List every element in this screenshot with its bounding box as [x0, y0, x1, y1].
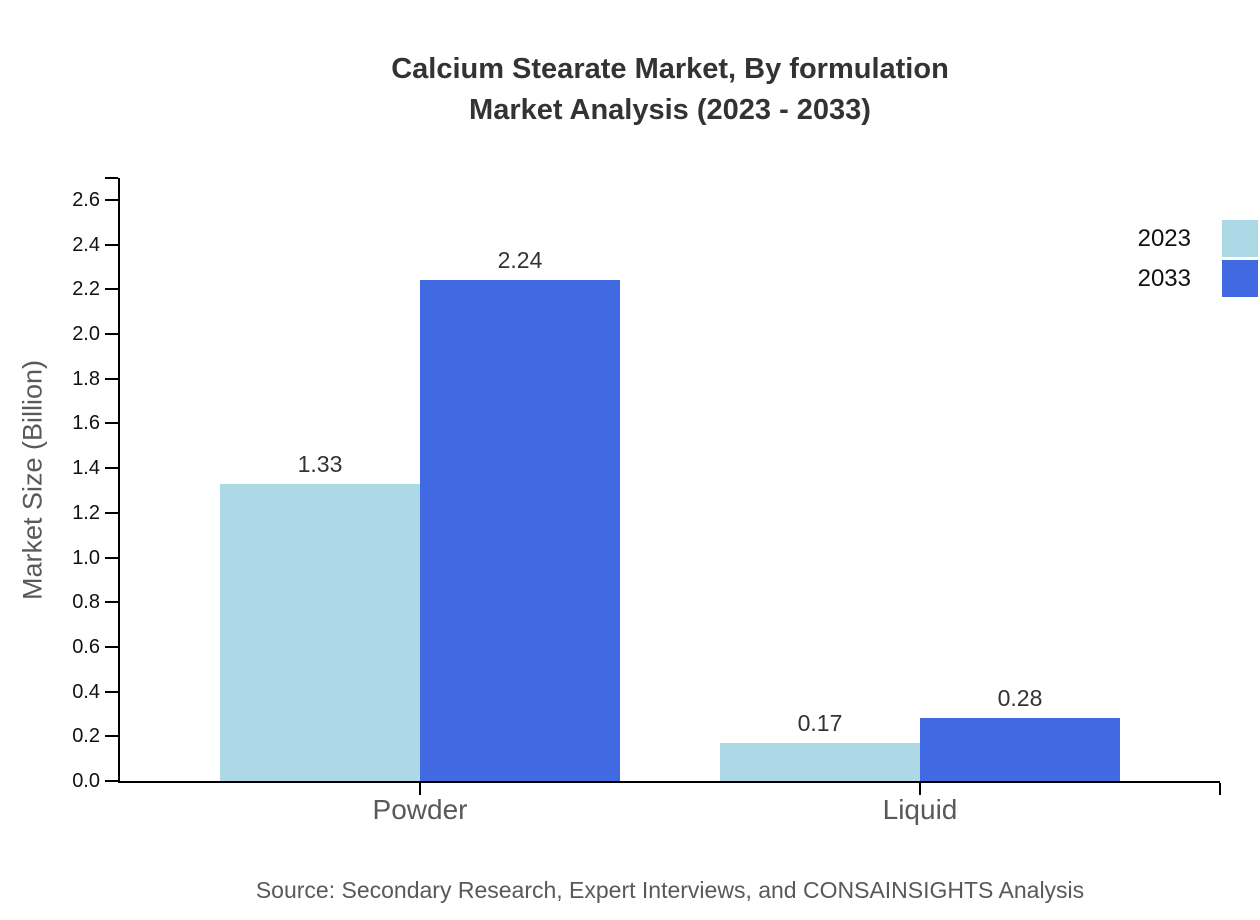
y-tick: [105, 735, 118, 738]
y-tick: [105, 645, 118, 648]
x-axis-end-tick: [1219, 783, 1221, 795]
bar-liquid-2033: [920, 718, 1120, 781]
value-label-powder-2033: 2.24: [497, 247, 543, 274]
y-tick: [105, 377, 118, 380]
y-tick-label: 2.0: [72, 323, 100, 346]
y-tick-label: 1.6: [72, 412, 100, 435]
legend-label-2023: 2023: [1137, 224, 1191, 252]
x-tick: [419, 783, 421, 795]
y-tick: [105, 556, 118, 559]
y-tick: [105, 199, 118, 201]
value-label-liquid-2023: 0.17: [797, 710, 843, 736]
y-tick: [105, 243, 118, 246]
plot-area: 0.0 0.2 0.4 0.6 0.8 1.0 1.2 1.4 1.6 1.8 2.0 2.2 2.4 2…: [72, 177, 1221, 825]
chart-title-line1: Calcium Stearate Market, By formulation: [391, 53, 949, 85]
y-tick-label: 0.2: [72, 725, 100, 748]
chart-title-line2: Market Analysis (2023 - 2033): [469, 94, 871, 126]
category-label-liquid: Liquid: [882, 794, 958, 825]
legend-swatch-2023: [1222, 220, 1258, 257]
y-tick: [105, 601, 118, 604]
chart-title: Calcium Stearate Market, By formulation …: [120, 49, 1220, 131]
y-tick-label: 1.4: [72, 457, 100, 480]
y-tick-label: 2.4: [72, 233, 100, 256]
legend: 2023 2033: [1138, 220, 1260, 300]
y-tick-label: 0.6: [72, 635, 100, 658]
value-label-liquid-2033: 0.28: [997, 685, 1043, 712]
y-tick: [105, 467, 118, 470]
legend-label-2033: 2033: [1137, 264, 1191, 292]
y-tick-label: 1.2: [72, 501, 100, 524]
y-tick: [105, 288, 118, 291]
bar-liquid-2023: [720, 743, 920, 781]
y-tick: [105, 511, 118, 514]
y-tick: [105, 333, 118, 336]
y-tick-label: 1.0: [72, 546, 100, 569]
legend-swatch-2033: [1222, 260, 1258, 297]
legend-item-2033: 2033: [1138, 260, 1260, 297]
y-tick-label: 0.4: [72, 680, 100, 703]
y-axis-end-cap: [105, 177, 118, 179]
y-tick-label: 0.0: [72, 770, 100, 792]
source-note: Source: Secondary Research, Expert Inter…: [255, 877, 1085, 903]
y-tick-label: 2.2: [72, 278, 100, 301]
y-axis-title: Market Size (Billion): [17, 359, 48, 601]
legend-item-2023: 2023: [1138, 220, 1260, 257]
y-tick-label: 1.8: [72, 367, 100, 390]
bar-powder-2033: [420, 280, 620, 781]
y-tick-label: 0.8: [72, 591, 100, 614]
y-tick-label: 2.6: [72, 189, 100, 211]
value-label-powder-2023: 1.33: [297, 450, 343, 477]
y-tick: [105, 780, 118, 782]
y-tick: [105, 422, 118, 425]
x-tick: [919, 783, 921, 795]
y-tick: [105, 690, 118, 693]
category-label-powder: Powder: [372, 794, 468, 825]
bar-powder-2023: [220, 483, 420, 781]
